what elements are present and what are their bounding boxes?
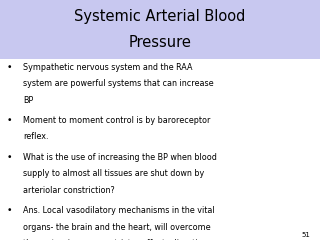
Text: Moment to moment control is by baroreceptor: Moment to moment control is by barorecep…	[23, 116, 211, 125]
Text: Systemic Arterial Blood: Systemic Arterial Blood	[74, 9, 246, 24]
Text: •: •	[7, 116, 12, 125]
Text: •: •	[7, 153, 12, 162]
Text: reflex.: reflex.	[23, 132, 49, 142]
FancyBboxPatch shape	[0, 0, 320, 59]
Text: •: •	[7, 63, 12, 72]
Text: What is the use of increasing the BP when blood: What is the use of increasing the BP whe…	[23, 153, 217, 162]
Text: the systemic vasoconstrictor effect– diverting: the systemic vasoconstrictor effect– div…	[23, 239, 208, 240]
Text: Sympathetic nervous system and the RAA: Sympathetic nervous system and the RAA	[23, 63, 193, 72]
Text: •: •	[7, 206, 12, 216]
Text: Ans. Local vasodilatory mechanisms in the vital: Ans. Local vasodilatory mechanisms in th…	[23, 206, 215, 216]
Text: 51: 51	[301, 232, 310, 238]
Text: Pressure: Pressure	[129, 35, 191, 50]
Text: arteriolar constriction?: arteriolar constriction?	[23, 186, 115, 195]
Text: organs- the brain and the heart, will overcome: organs- the brain and the heart, will ov…	[23, 223, 211, 232]
Text: supply to almost all tissues are shut down by: supply to almost all tissues are shut do…	[23, 169, 204, 179]
Text: system are powerful systems that can increase: system are powerful systems that can inc…	[23, 79, 214, 88]
Text: BP: BP	[23, 96, 33, 105]
